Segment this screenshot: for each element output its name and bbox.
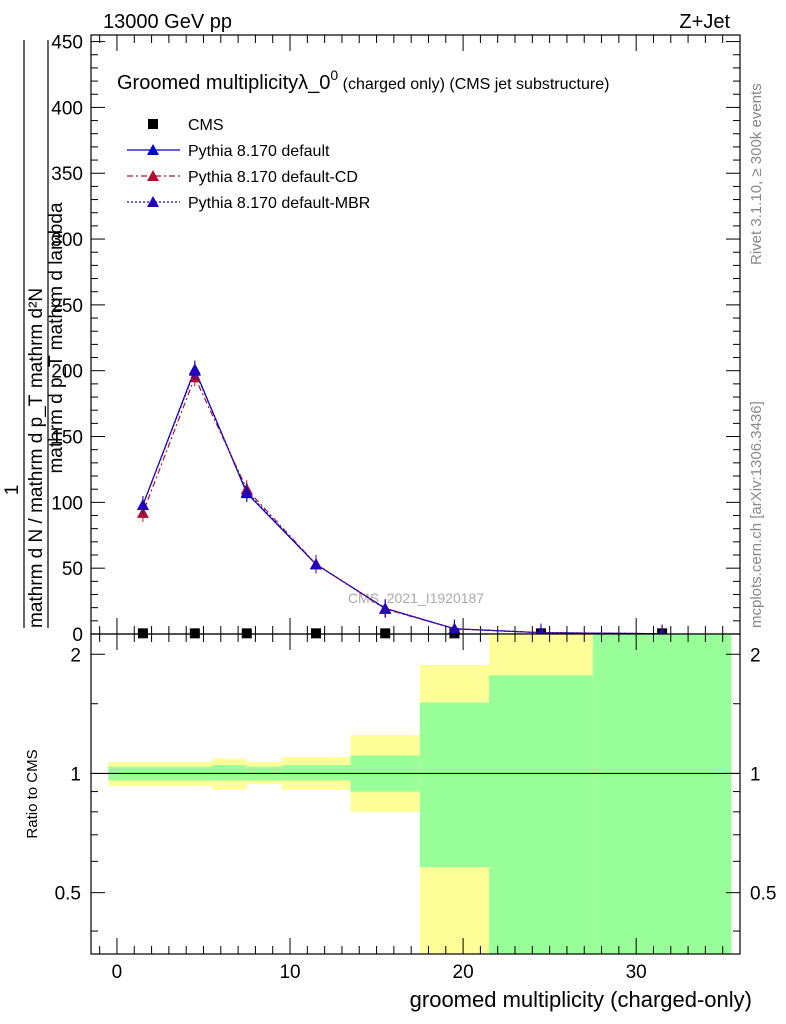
ratio-panel: 0.5 0.51 12 20 10 20 30 Ratio to CMS groomed m… (24, 633, 776, 1012)
main-ytick-label: 250 (51, 296, 83, 317)
xtick-label: 0 (112, 962, 123, 983)
ratio-ytick-label-right: 0.5 (750, 884, 776, 905)
main-ytick-label: 0 (72, 625, 83, 646)
series-point (136, 498, 149, 510)
series-point (448, 622, 461, 634)
legend-entry: Pythia 8.170 default-CD (127, 169, 358, 186)
series-point (379, 602, 392, 614)
chart-title: Groomed multiplicityλ_00 (charged only) … (117, 67, 609, 94)
xlabel: groomed multiplicity (charged-only) (410, 987, 752, 1012)
legend-entry: Pythia 8.170 default (127, 143, 330, 160)
legend-marker (147, 196, 159, 207)
ratio-band-inner (212, 765, 247, 781)
analysis-watermark: CMS_2021_I1920187 (348, 590, 484, 606)
legend-marker (148, 119, 158, 129)
ratio-band-inner (489, 675, 593, 954)
main-panel: 0 50 100 150 200 250 300 350 400 450 CMS_2021_I19… (51, 33, 741, 646)
legend-label: Pythia 8.170 default-CD (188, 169, 358, 186)
rivet-version-label: Rivet 3.1.10, ≥ 300k events (748, 83, 765, 265)
series-point (309, 558, 322, 570)
legend-entry: Pythia 8.170 default-MBR (127, 195, 370, 212)
main-ticks: 0 50 100 150 200 250 300 350 400 450 (51, 33, 740, 646)
main-ytick-label: 300 (51, 230, 83, 251)
xtick-label: 30 (626, 962, 647, 983)
main-ytick-label: 200 (51, 362, 83, 383)
ratio-band-inner (592, 634, 732, 954)
cms-point (137, 628, 148, 639)
main-ytick-label: 350 (51, 164, 83, 185)
cms-point (380, 628, 391, 639)
legend-marker (147, 144, 159, 155)
main-ytick-label: 400 (51, 98, 83, 119)
legend: CMS Pythia 8.170 default Pythia 8.170 defa… (127, 117, 370, 212)
ratio-ticks: 0.5 0.51 12 20 10 20 30 (55, 634, 776, 983)
ylabel-prefix-denominator: mathrm d N / mathrm d p_T (26, 394, 47, 628)
ratio-band-inner (419, 702, 490, 868)
main-ytick-label: 150 (51, 428, 83, 449)
ratio-bands (108, 634, 732, 954)
main-ylabel: mathrm d²N mathrm d p_T mathrm d lambda … (2, 40, 67, 628)
mcplots-label: mcplots.cern.ch [arXiv:1306.3436] (748, 401, 765, 628)
series-point (188, 364, 201, 376)
legend-label: Pythia 8.170 default (188, 143, 330, 160)
ratio-frame (90, 633, 741, 955)
series-point (240, 485, 253, 497)
chart-title-tail: (charged only) (CMS jet substructure) (338, 76, 609, 93)
ratio-ytick-label: 2 (70, 645, 81, 666)
main-ytick-label: 50 (62, 559, 83, 580)
ratio-ytick-label-right: 2 (750, 645, 761, 666)
legend-label: CMS (188, 117, 224, 134)
main-ytick-label: 450 (51, 33, 83, 54)
cms-point (241, 628, 252, 639)
xtick-label: 20 (453, 962, 474, 983)
xtick-label: 10 (279, 962, 300, 983)
ratio-ytick-label: 0.5 (55, 884, 81, 905)
cms-point (189, 628, 200, 639)
ratio-ytick-label: 1 (70, 764, 81, 785)
ratio-ylabel: Ratio to CMS (24, 749, 41, 838)
legend-label: Pythia 8.170 default-MBR (188, 195, 370, 212)
energy-label: 13000 GeV pp (103, 11, 232, 33)
process-label: Z+Jet (679, 11, 730, 33)
chart-title-superscript: 0 (330, 67, 338, 83)
ratio-ytick-label-right: 1 (750, 764, 761, 785)
legend-entry: CMS (148, 117, 224, 134)
ratio-band-inner (281, 765, 351, 781)
legend-marker (147, 170, 159, 181)
ylabel-denominator: mathrm d p_T mathrm d lambda (46, 202, 67, 473)
main-ytick-label: 100 (51, 493, 83, 514)
ylabel-numerator: mathrm d²N (26, 288, 47, 388)
ylabel-prefix-numerator: 1 (2, 485, 23, 496)
chart-title-main: Groomed multiplicityλ_0 (117, 72, 330, 94)
series-line (142, 369, 663, 635)
cms-point (310, 628, 321, 639)
